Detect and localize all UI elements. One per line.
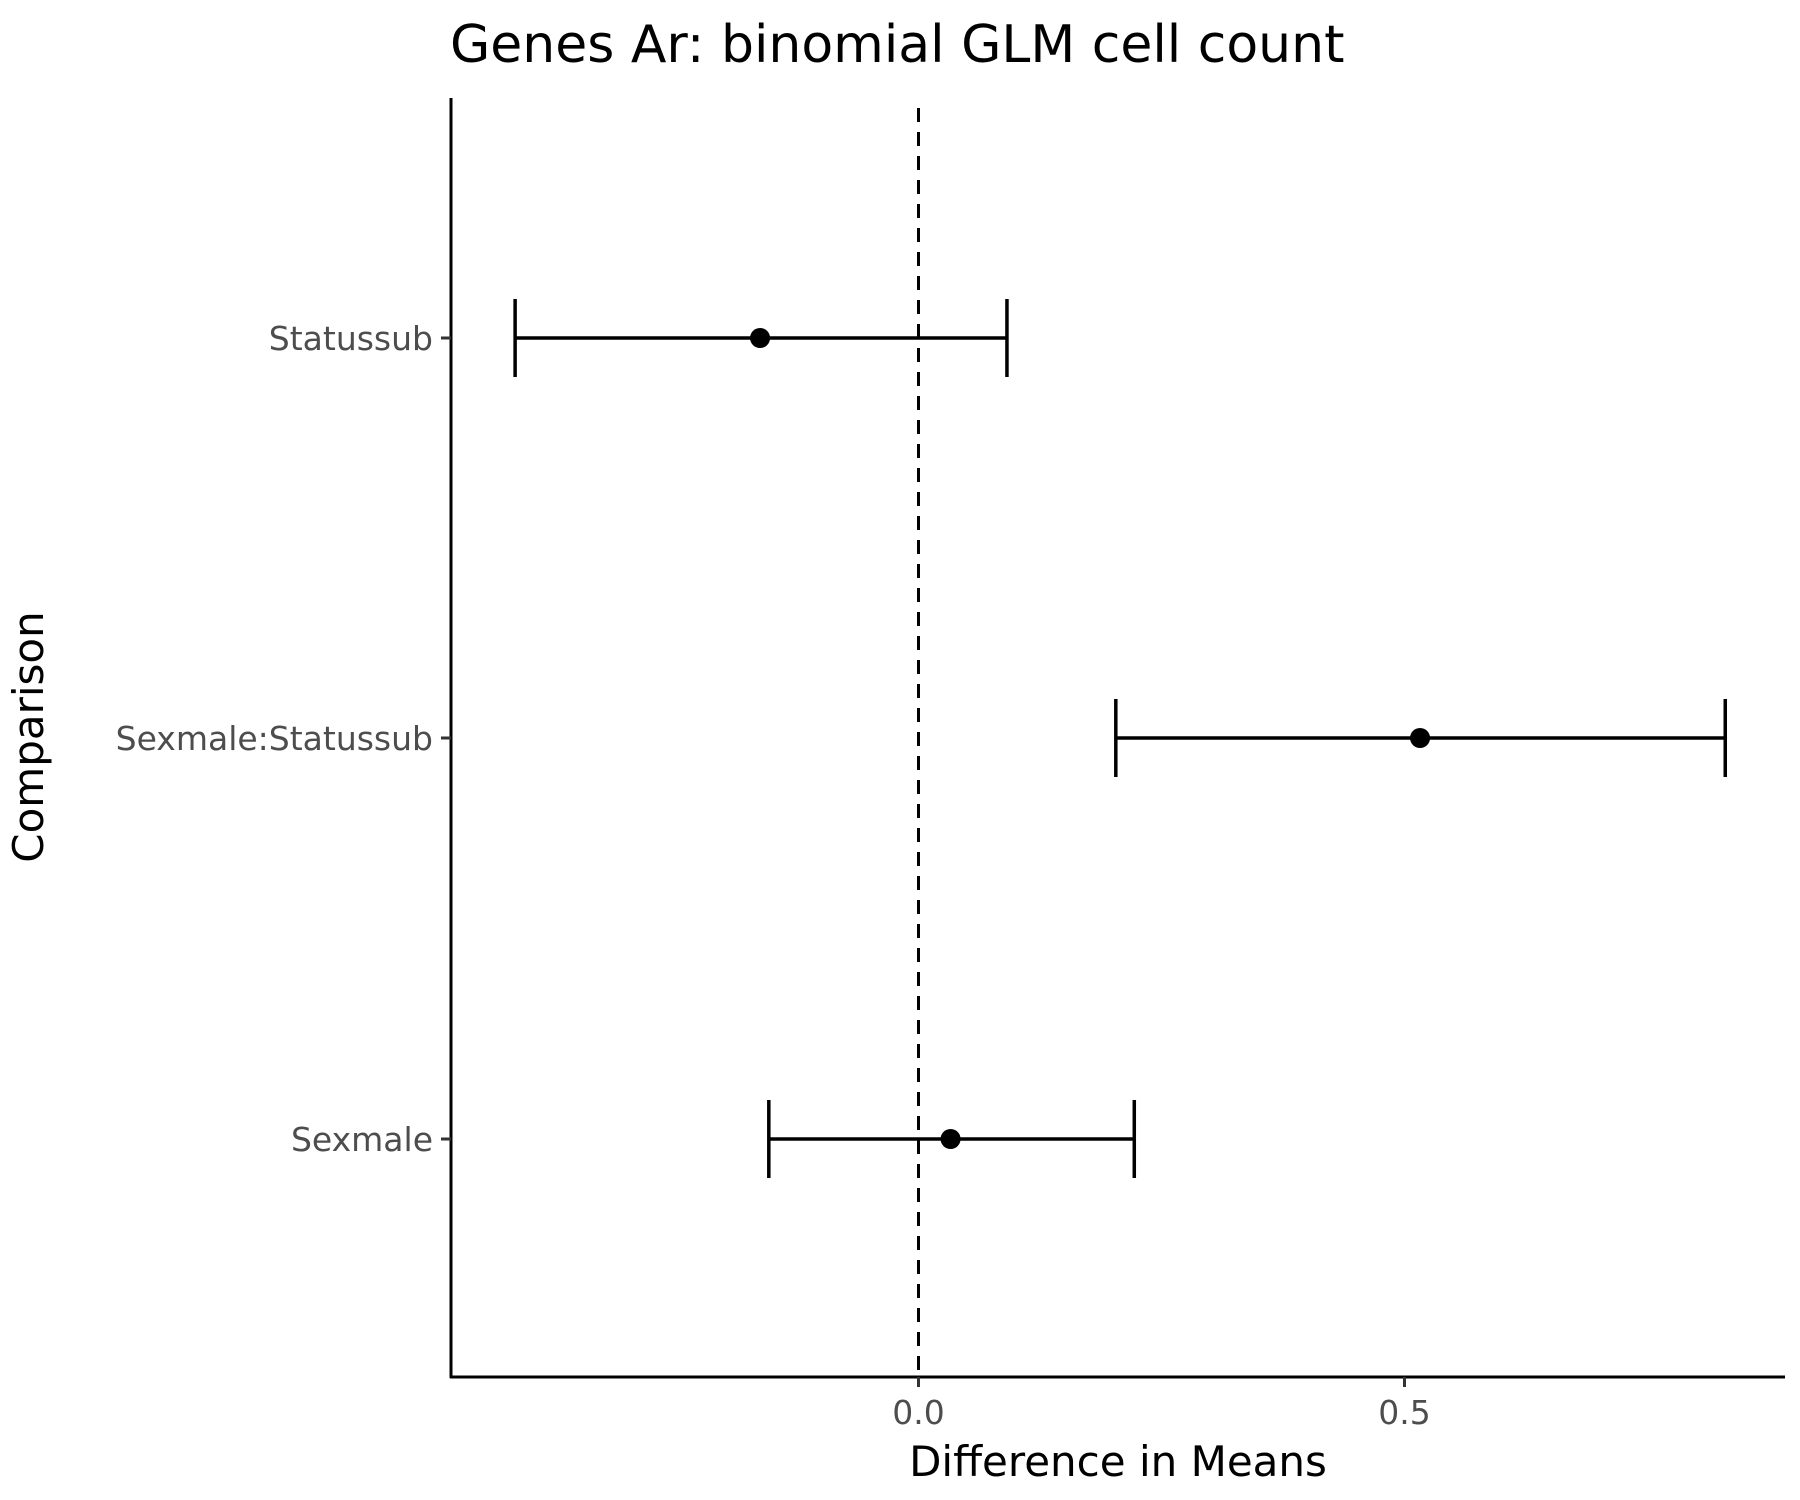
estimate-point — [940, 1129, 961, 1149]
y-tick-label: Statussub — [269, 319, 433, 358]
y-tick-label: Sexmale — [291, 1120, 433, 1159]
x-axis-title: Difference in Means — [909, 1437, 1327, 1486]
chart-title: Genes Ar: binomial GLM cell count — [450, 15, 1345, 75]
estimate-marks — [513, 299, 1728, 1178]
x-axis-ticks: 0.0 0.5 — [892, 1377, 1431, 1432]
y-axis-ticks: Statussub Sexmale:Statussub Sexmale — [116, 319, 451, 1159]
estimate-point — [750, 328, 771, 348]
x-tick-label: 0.0 — [892, 1393, 944, 1432]
estimate-point — [1410, 728, 1431, 748]
y-axis-title: Comparison — [4, 611, 53, 862]
y-tick-label: Sexmale:Statussub — [116, 719, 433, 758]
x-tick-label: 0.5 — [1378, 1393, 1430, 1432]
